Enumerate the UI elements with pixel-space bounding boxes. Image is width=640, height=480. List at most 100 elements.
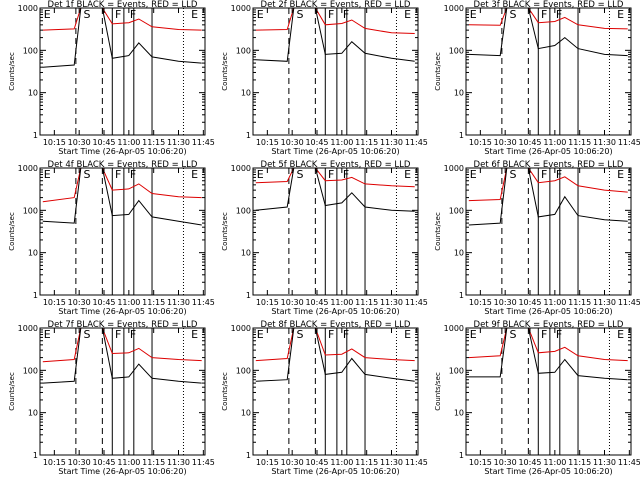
y-tick-label: 10 <box>241 249 251 258</box>
x-tick-label: 10:45 <box>92 298 115 307</box>
events-series-line <box>468 327 628 381</box>
marker-label: E <box>257 8 264 21</box>
marker-label: S <box>83 168 90 181</box>
x-axis-label: Start Time (26-Apr-05 10:06:20) <box>271 467 399 476</box>
lld-series-line <box>42 167 202 203</box>
y-tick-label: 1 <box>246 291 251 300</box>
y-tick-label: 100 <box>236 366 251 375</box>
events-series-line <box>42 7 202 68</box>
marker-label: F <box>328 168 334 181</box>
marker-label: E <box>470 168 477 181</box>
y-tick-label: 1000 <box>444 164 464 173</box>
x-tick-label: 10:15 <box>469 138 492 147</box>
x-tick-label: 11:45 <box>192 138 215 147</box>
plot-frame <box>39 7 206 136</box>
marker-label: S <box>83 8 90 21</box>
marker-label: E <box>470 8 477 21</box>
x-tick-label: 10:45 <box>305 298 328 307</box>
x-tick-label: 11:30 <box>167 458 190 467</box>
marker-label: E <box>257 168 264 181</box>
panel-title: Det 8f BLACK = Events, RED = LLD <box>261 320 411 330</box>
events-series-line <box>255 7 415 62</box>
x-axis-label: Start Time (26-Apr-05 10:06:20) <box>484 467 612 476</box>
marker-label: S <box>296 328 303 341</box>
marker-label: E <box>470 328 477 341</box>
x-tick-label: 11:15 <box>355 458 378 467</box>
plot-frame <box>39 167 206 296</box>
marker-label: E <box>404 328 411 341</box>
marker-label: E <box>617 328 624 341</box>
x-tick-label: 11:15 <box>142 298 165 307</box>
marker-label: F <box>115 328 121 341</box>
x-tick-label: 10:15 <box>469 298 492 307</box>
marker-label: E <box>617 8 624 21</box>
marker-label: E <box>44 8 51 21</box>
y-tick-label: 10 <box>454 249 464 258</box>
x-tick-label: 10:30 <box>281 458 304 467</box>
x-axis-label: Start Time (26-Apr-05 10:06:20) <box>271 147 399 156</box>
x-tick-label: 11:30 <box>167 138 190 147</box>
marker-label: S <box>509 168 516 181</box>
x-tick-label: 10:15 <box>256 298 279 307</box>
y-tick-label: 1 <box>33 451 38 460</box>
x-tick-label: 10:45 <box>518 298 541 307</box>
marker-label: E <box>617 168 624 181</box>
marker-label: F <box>328 8 334 21</box>
y-tick-label: 1 <box>459 291 464 300</box>
marker-label: S <box>509 328 516 341</box>
x-tick-label: 10:30 <box>281 138 304 147</box>
marker-label: F <box>115 8 121 21</box>
marker-label: F <box>556 168 562 181</box>
lld-series-line <box>255 327 415 362</box>
x-tick-label: 11:30 <box>380 298 403 307</box>
y-tick-label: 10 <box>28 89 38 98</box>
x-tick-label: 10:45 <box>305 458 328 467</box>
y-tick-label: 1000 <box>231 324 251 333</box>
y-tick-label: 1000 <box>18 164 38 173</box>
x-tick-label: 11:45 <box>618 298 640 307</box>
marker-label: E <box>191 8 198 21</box>
x-tick-label: 11:00 <box>117 138 140 147</box>
events-series-line <box>468 167 628 226</box>
x-tick-label: 11:30 <box>593 138 616 147</box>
x-tick-label: 11:45 <box>192 458 215 467</box>
x-tick-label: 11:45 <box>192 298 215 307</box>
x-tick-label: 10:30 <box>494 138 517 147</box>
x-tick-label: 11:45 <box>405 138 428 147</box>
lld-series-line <box>468 7 628 30</box>
marker-label: E <box>191 328 198 341</box>
y-axis-label: Counts/sec <box>434 212 442 251</box>
panel-title: Det 7f BLACK = Events, RED = LLD <box>48 320 198 330</box>
x-tick-label: 10:45 <box>518 138 541 147</box>
panel-title: Det 1f BLACK = Events, RED = LLD <box>48 0 198 10</box>
panel-title: Det 4f BLACK = Events, RED = LLD <box>48 160 198 170</box>
marker-label: F <box>130 328 136 341</box>
x-tick-label: 11:00 <box>543 298 566 307</box>
lld-series-line <box>468 167 628 202</box>
y-tick-label: 100 <box>23 46 38 55</box>
x-tick-label: 11:15 <box>568 458 591 467</box>
y-tick-label: 1 <box>459 451 464 460</box>
y-tick-label: 100 <box>236 206 251 215</box>
x-tick-label: 11:30 <box>380 458 403 467</box>
lld-series-line <box>255 7 415 34</box>
y-tick-label: 1000 <box>231 4 251 13</box>
x-tick-label: 11:00 <box>330 458 353 467</box>
y-tick-label: 100 <box>449 46 464 55</box>
x-tick-label: 10:30 <box>494 298 517 307</box>
marker-label: F <box>115 168 121 181</box>
x-tick-label: 11:00 <box>330 298 353 307</box>
y-tick-label: 1 <box>33 291 38 300</box>
lld-series-line <box>468 327 628 362</box>
x-tick-label: 11:45 <box>405 458 428 467</box>
y-axis-label: Counts/sec <box>221 372 229 411</box>
y-tick-label: 10 <box>28 249 38 258</box>
x-tick-label: 10:30 <box>68 458 91 467</box>
